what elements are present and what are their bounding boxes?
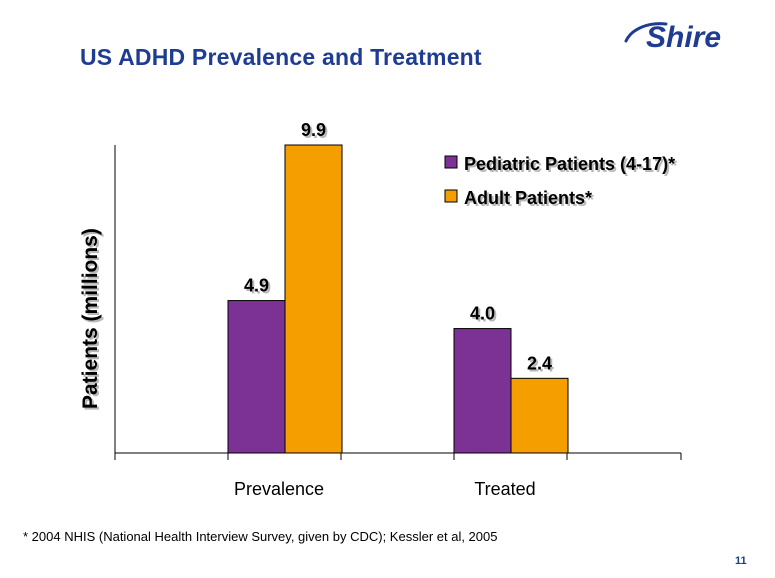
bar	[453, 328, 512, 454]
bar-value-label: 4.9	[244, 276, 269, 296]
bar-value-label: 4.0	[470, 304, 495, 324]
plot-area: 4.94.99.99.9Prevalence4.04.02.42.4Treate…	[114, 120, 682, 499]
legend-swatch	[444, 155, 458, 169]
bar-value-label-shadow: 2.4	[529, 355, 554, 375]
bar	[227, 300, 286, 454]
x-tick-label: Treated	[474, 479, 535, 499]
y-axis-label: Patients (millions)	[79, 228, 102, 409]
shire-logo: Shire	[624, 21, 721, 54]
bar-chart: Patients (millions) Patients (millions) …	[79, 120, 682, 499]
y-axis-label-group: Patients (millions) Patients (millions)	[79, 228, 104, 411]
bar-value-label: 9.9	[301, 120, 326, 140]
bar	[284, 144, 343, 454]
legend-swatch	[444, 189, 458, 203]
legend-label: Adult Patients*	[464, 188, 592, 208]
logo-text: Shire	[646, 21, 721, 54]
x-tick-label: Prevalence	[234, 479, 324, 499]
bar-value-label-shadow: 4.0	[472, 306, 497, 326]
slide-title: US ADHD Prevalence and Treatment	[80, 44, 482, 70]
legend: Pediatric Patients (4-17)*Pediatric Pati…	[444, 154, 677, 210]
legend-label-shadow: Adult Patients*	[466, 190, 594, 210]
footnote: * 2004 NHIS (National Health Interview S…	[23, 529, 498, 544]
page-number: 11	[735, 555, 747, 567]
bar-value-label: 2.4	[527, 353, 552, 373]
bar-value-label-shadow: 4.9	[246, 278, 271, 298]
y-axis-label-shadow: Patients (millions)	[81, 230, 104, 411]
legend-label-shadow: Pediatric Patients (4-17)*	[466, 156, 677, 176]
logo-swoosh	[624, 22, 668, 43]
legend-label: Pediatric Patients (4-17)*	[464, 154, 675, 174]
bar	[510, 377, 569, 454]
bar-value-label-shadow: 9.9	[303, 122, 328, 142]
